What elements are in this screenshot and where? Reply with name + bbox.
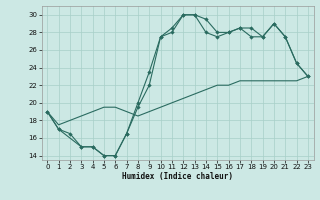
X-axis label: Humidex (Indice chaleur): Humidex (Indice chaleur): [122, 172, 233, 181]
